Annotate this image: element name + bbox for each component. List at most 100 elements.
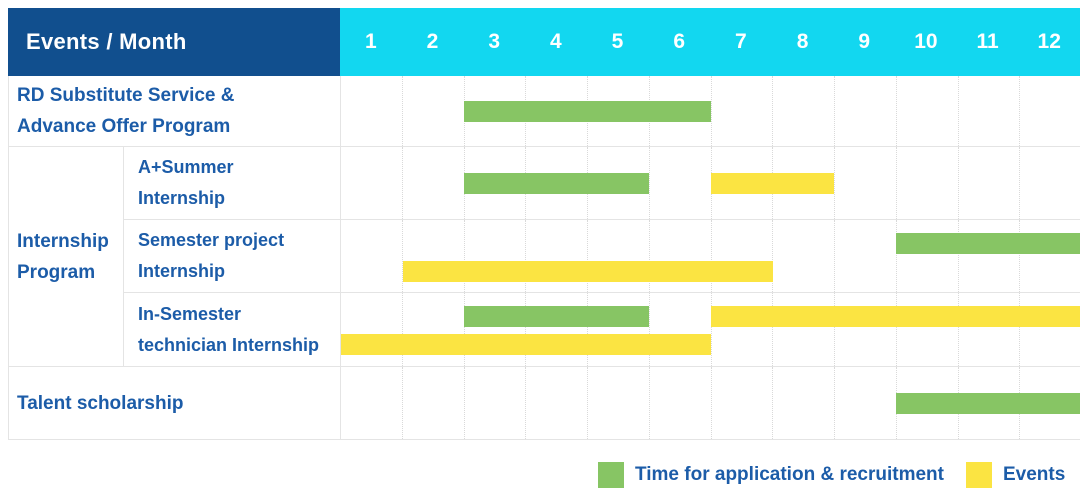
gantt-bar-yellow xyxy=(402,261,773,282)
month-grid-cell xyxy=(772,367,834,439)
month-grid-cell xyxy=(463,76,526,146)
month-grid-cell xyxy=(772,220,834,292)
row-label-talent-scholarship: Talent scholarship xyxy=(9,367,341,440)
month-grid-cell xyxy=(834,220,896,292)
month-grid-cell xyxy=(341,293,402,366)
month-grid-cell xyxy=(772,76,834,146)
table-body: RD Substitute Service & Advance Offer Pr… xyxy=(8,76,1080,440)
month-header-cell: 1 xyxy=(364,30,377,53)
gantt-bar-green xyxy=(464,306,650,327)
month-header-cell: 5 xyxy=(611,30,624,53)
month-grid-cell xyxy=(463,293,526,366)
gantt-row-a-plus-summer xyxy=(341,147,1080,220)
month-grid-cell xyxy=(401,147,464,219)
month-grid-cell xyxy=(463,147,526,219)
month-grid-cell xyxy=(648,367,711,439)
events-month-table: Events / Month 1 2 3 4 5 6 7 8 9 10 11 12 RD Substi… xyxy=(8,8,1080,440)
month-grid-cell xyxy=(341,220,402,292)
month-grid-cell xyxy=(834,76,896,146)
month-grid-cell xyxy=(1019,76,1080,146)
month-grid-cell xyxy=(710,367,773,439)
legend-item-events: Events xyxy=(965,462,1065,488)
month-grid-cell xyxy=(525,367,587,439)
month-grid-cell xyxy=(957,293,1020,366)
row-label-in-semester-technician: In-Semester technician Internship xyxy=(124,293,341,367)
row-label-line: Semester project xyxy=(138,230,285,250)
events-month-header-label: Events / Month xyxy=(26,29,187,54)
month-grid-cell xyxy=(710,147,773,219)
month-grid-cell xyxy=(587,293,649,366)
month-grid-cell xyxy=(401,367,464,439)
month-grid-cell xyxy=(401,293,464,366)
row-label-line: Talent scholarship xyxy=(17,392,184,414)
month-grid-cell xyxy=(710,76,773,146)
month-grid-cell xyxy=(341,367,402,439)
month-grid-cell xyxy=(957,147,1020,219)
row-label-rd-substitute: RD Substitute Service & Advance Offer Pr… xyxy=(9,76,341,147)
month-grid xyxy=(341,293,1080,366)
month-grid-cell xyxy=(525,293,587,366)
month-grid-cell xyxy=(895,147,958,219)
month-grid-cell xyxy=(463,220,526,292)
table-header-row: Events / Month 1 2 3 4 5 6 7 8 9 10 11 12 xyxy=(8,8,1080,76)
legend-item-application: Time for application & recruitment xyxy=(598,462,944,488)
month-grid-cell xyxy=(341,147,402,219)
month-grid-cell xyxy=(341,76,402,146)
row-label-line: Advance Offer Program xyxy=(17,116,231,137)
row-label-line: technician Internship xyxy=(138,334,320,355)
gantt-bar-yellow xyxy=(711,172,835,194)
month-header-row: 1 2 3 4 5 6 7 8 9 10 11 12 xyxy=(340,8,1080,76)
gantt-row-in-semester-technician xyxy=(341,293,1080,367)
month-grid-cell xyxy=(1019,147,1080,219)
month-grid xyxy=(341,220,1080,292)
month-grid-cell xyxy=(710,293,773,366)
month-grid-cell xyxy=(587,220,649,292)
gantt-row-talent-scholarship xyxy=(341,367,1080,440)
month-header-cell: 4 xyxy=(550,30,562,53)
group-label-internship-program: Internship Program xyxy=(9,147,124,367)
events-month-header-cell: Events / Month xyxy=(8,8,340,76)
legend: Time for application & recruitment Event… xyxy=(598,462,1065,488)
gantt-bar-yellow xyxy=(711,306,1080,327)
month-header-cell: 9 xyxy=(858,30,871,53)
gantt-bar-green xyxy=(464,172,650,194)
row-label-semester-project: Semester project Internship xyxy=(124,220,341,293)
row-label-line: Internship xyxy=(138,261,226,281)
month-grid-cell xyxy=(710,220,773,292)
green-swatch-icon xyxy=(598,462,624,488)
month-grid-cell xyxy=(401,220,464,292)
legend-label-application: Time for application & recruitment xyxy=(635,464,944,485)
group-label-line: Internship xyxy=(17,230,109,252)
gantt-bar-green xyxy=(896,233,1080,254)
month-grid-cell xyxy=(648,147,711,219)
row-label-a-plus-summer: A+Summer Internship xyxy=(124,147,341,220)
month-header-cell: 11 xyxy=(976,30,999,53)
gantt-bar-green xyxy=(464,100,711,122)
row-label-line: In-Semester xyxy=(138,303,242,324)
month-grid-cell xyxy=(401,76,464,146)
month-grid-cell xyxy=(834,293,896,366)
gantt-bar-green xyxy=(896,392,1080,414)
month-grid-cell xyxy=(772,293,834,366)
month-header-cell: 7 xyxy=(735,30,747,53)
gantt-row-rd-substitute xyxy=(341,76,1080,147)
month-grid-cell xyxy=(1019,293,1080,366)
month-grid-cell xyxy=(463,367,526,439)
month-header-cell: 3 xyxy=(488,30,501,53)
month-grid-cell xyxy=(525,220,587,292)
month-grid-cell xyxy=(648,293,711,366)
month-grid-cell xyxy=(957,76,1020,146)
group-label-line: Program xyxy=(17,261,96,283)
month-header-cell: 8 xyxy=(796,30,809,53)
month-grid-cell xyxy=(587,367,649,439)
gantt-bar-yellow xyxy=(341,334,711,355)
month-header-cell: 2 xyxy=(426,30,439,53)
yellow-swatch-icon xyxy=(965,462,992,488)
row-label-line: Internship xyxy=(138,188,226,208)
month-grid-cell xyxy=(895,220,958,292)
month-grid-cell xyxy=(957,220,1020,292)
month-header-cell: 6 xyxy=(673,30,686,53)
month-grid-cell xyxy=(834,367,896,439)
month-header-cell: 10 xyxy=(914,30,938,53)
